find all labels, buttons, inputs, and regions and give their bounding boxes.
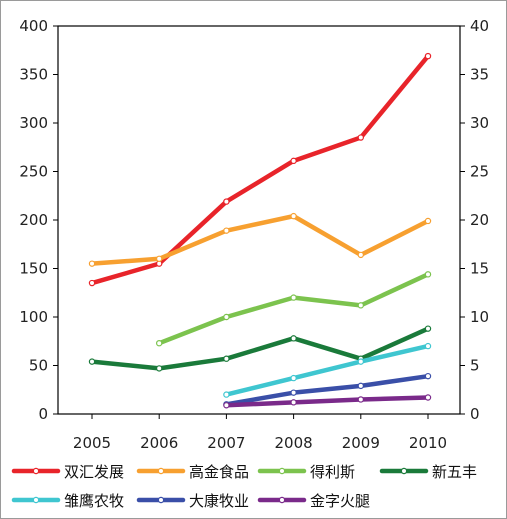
legend-label: 双汇发展	[64, 463, 124, 481]
data-point	[223, 355, 230, 362]
y-left-tick-label: 100	[19, 308, 48, 326]
data-point	[290, 399, 297, 406]
axes: 4003503002502001501005004035302520151050…	[19, 17, 489, 452]
legend-marker	[32, 467, 40, 475]
y-right-tick-label: 5	[470, 357, 480, 375]
legend-marker	[157, 496, 165, 504]
series-2	[88, 212, 432, 267]
x-tick-label: 2009	[342, 434, 380, 452]
data-point	[290, 389, 297, 396]
legend-marker	[32, 496, 40, 504]
legend-item-2: 高金食品	[136, 463, 249, 481]
y-right-tick-label: 30	[470, 114, 489, 132]
legend-item-5: 雏鹰农牧	[11, 492, 124, 510]
data-point	[357, 134, 364, 141]
data-point	[290, 157, 297, 165]
series-5	[223, 342, 432, 398]
series-line	[224, 343, 431, 397]
data-point	[223, 391, 230, 398]
series-1	[88, 52, 432, 287]
y-left-tick-label: 50	[29, 357, 48, 375]
y-right-tick-label: 35	[470, 66, 489, 84]
legend-marker	[400, 467, 408, 475]
legend-item-3: 得利斯	[257, 463, 355, 481]
y-left-tick-label: 150	[19, 260, 48, 278]
x-tick-label: 2006	[140, 434, 178, 452]
x-tick-label: 2010	[409, 434, 447, 452]
y-left-tick-label: 0	[38, 405, 48, 423]
legend-label: 雏鹰农牧	[64, 492, 124, 510]
data-point	[357, 302, 364, 309]
series-line	[89, 326, 431, 371]
legend-marker	[278, 496, 286, 504]
legend-label: 高金食品	[189, 463, 249, 481]
data-point	[424, 217, 432, 225]
series-line	[224, 373, 431, 407]
data-point	[424, 372, 432, 380]
legend-item-4: 新五丰	[379, 463, 477, 481]
data-point	[424, 342, 432, 350]
series-3	[155, 271, 432, 347]
legend-marker	[157, 467, 165, 475]
data-point	[357, 358, 364, 365]
data-point	[424, 271, 432, 278]
data-point	[155, 339, 163, 347]
y-right-tick-label: 20	[470, 211, 489, 229]
y-right-tick-label: 0	[470, 405, 480, 423]
y-left-tick-label: 200	[19, 211, 48, 229]
legend-item-1: 双汇发展	[11, 463, 124, 481]
series-line	[89, 53, 431, 286]
y-left-tick-label: 250	[19, 163, 48, 181]
y-right-tick-label: 15	[470, 260, 489, 278]
y-left-tick-label: 350	[19, 66, 48, 84]
legend-marker	[278, 467, 286, 475]
data-point	[424, 325, 432, 332]
data-point	[357, 251, 364, 259]
data-point	[155, 255, 163, 262]
data-point	[424, 52, 432, 60]
data-point	[223, 198, 230, 205]
series-lines	[88, 52, 432, 409]
data-point	[290, 294, 297, 301]
y-right-tick-label: 10	[470, 308, 489, 326]
data-point	[290, 374, 297, 382]
data-point	[155, 365, 163, 372]
data-point	[424, 394, 432, 401]
data-point	[290, 212, 297, 220]
legend-label: 金字火腿	[310, 492, 370, 510]
data-point	[223, 313, 230, 321]
legend-label: 大康牧业	[189, 492, 249, 510]
legend-label: 得利斯	[310, 463, 355, 481]
data-point	[290, 335, 297, 342]
data-point	[223, 227, 230, 234]
x-tick-label: 2005	[73, 434, 111, 452]
y-right-tick-label: 25	[470, 163, 489, 181]
series-7	[223, 394, 432, 409]
y-left-tick-label: 400	[19, 17, 48, 35]
y-right-tick-label: 40	[470, 17, 489, 35]
data-point	[88, 260, 96, 267]
x-tick-label: 2008	[275, 434, 313, 452]
y-left-tick-label: 300	[19, 114, 48, 132]
data-point	[223, 402, 230, 409]
series-line	[224, 395, 431, 408]
data-point	[357, 382, 364, 390]
legend-item-6: 大康牧业	[136, 492, 249, 510]
legend-label: 新五丰	[432, 463, 477, 481]
data-point	[88, 358, 96, 365]
x-tick-label: 2007	[207, 434, 245, 452]
data-point	[88, 279, 96, 287]
data-point	[357, 396, 364, 403]
legend-item-7: 金字火腿	[257, 492, 370, 510]
series-line	[89, 213, 431, 266]
